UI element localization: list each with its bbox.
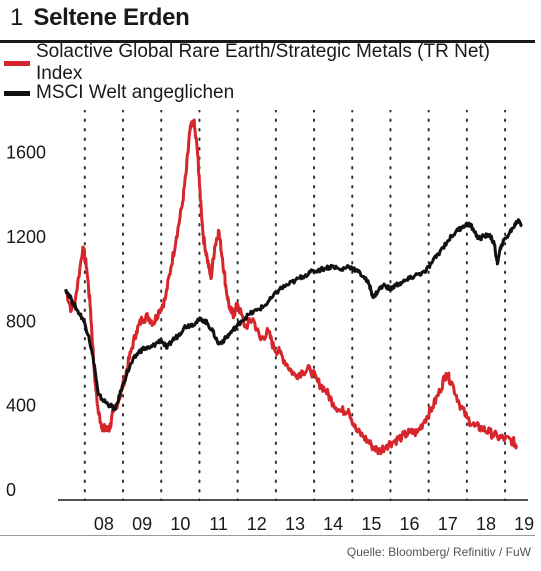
x-tick-label-16: 16 [400,514,420,530]
legend-swatch-red [4,60,30,66]
legend: Solactive Global Rare Earth/Strategic Me… [4,41,541,108]
y-tick-label-0: 0 [6,480,16,500]
legend-label-rare-earth: Solactive Global Rare Earth/Strategic Me… [35,41,491,84]
y-tick-label-1600: 1600 [6,143,46,163]
chart-title: Seltene Erden [33,4,190,31]
line-chart: 0 400 800 1200 1600 08 09 10 11 12 13 14 15 16 17 18 19 [6,110,534,530]
legend-item-msci: MSCI Welt angeglichen [4,78,541,108]
series-line-rare-earth [64,118,518,456]
series-layer [64,118,524,456]
x-tick-label-17: 17 [438,514,458,530]
x-tick-label-15: 15 [361,514,381,530]
series-line-msci [64,218,524,412]
x-tick-label-12: 12 [247,514,267,530]
source-note: Quelle: Bloomberg/ Refinitiv / FuW [346,545,531,559]
x-tick-label-19: 19 [514,514,534,530]
x-tick-label-11: 11 [209,514,228,530]
x-axis-labels: 08 09 10 11 12 13 14 15 16 17 18 19 [94,514,534,530]
x-tick-label-14: 14 [323,514,343,530]
x-tick-label-09: 09 [132,514,152,530]
legend-swatch-black [4,90,30,96]
x-tick-label-10: 10 [170,514,190,530]
chart-header: 1 Seltene Erden [10,4,190,38]
legend-item-rare-earth: Solactive Global Rare Earth/Strategic Me… [4,41,541,84]
legend-label-msci: MSCI Welt angeglichen [36,82,235,103]
x-tick-label-13: 13 [285,514,305,530]
x-tick-label-08: 08 [94,514,114,530]
y-tick-label-800: 800 [6,311,36,331]
x-tick-label-18: 18 [476,514,496,530]
y-tick-label-1200: 1200 [6,227,46,247]
top-rule [0,40,535,43]
grid-lines [83,110,507,501]
y-axis-labels: 0 400 800 1200 1600 [6,143,46,500]
bottom-rule [0,535,535,536]
chart-number: 1 [10,4,24,31]
y-tick-label-400: 400 [6,396,36,416]
